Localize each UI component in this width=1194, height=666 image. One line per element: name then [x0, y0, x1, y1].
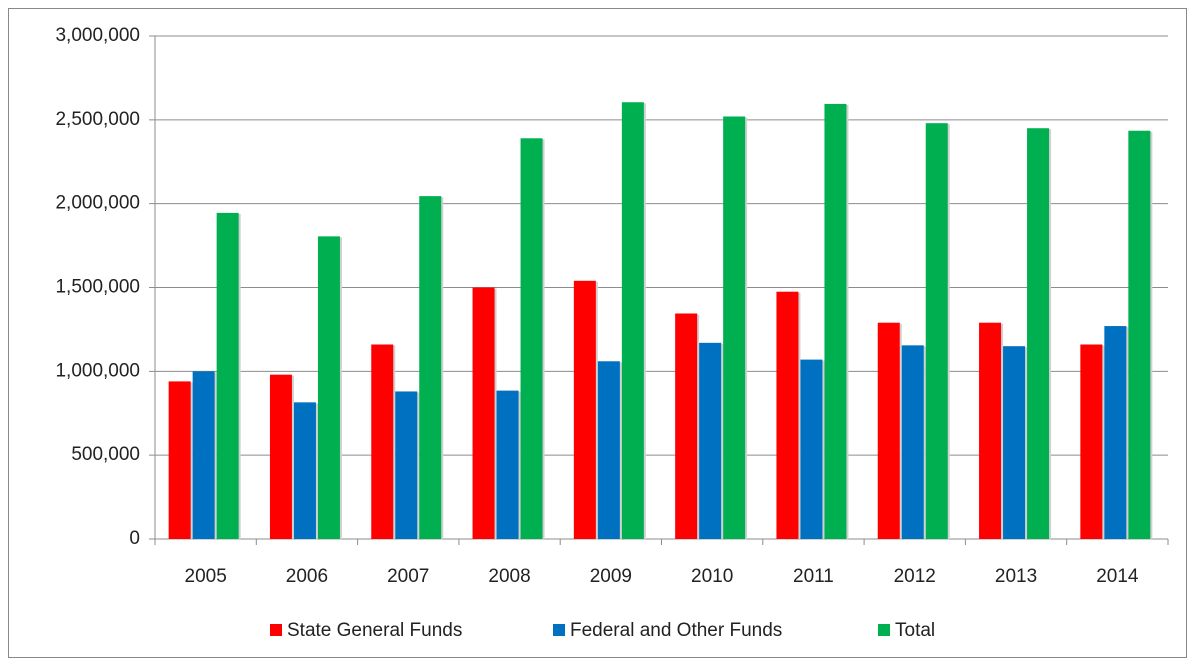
bar: [597, 361, 620, 539]
legend-swatch: [553, 624, 565, 636]
bar: [496, 390, 519, 539]
bar: [317, 236, 340, 539]
bar: [216, 212, 239, 539]
y-tick-label: 1,500,000: [55, 277, 140, 298]
x-tick-label: 2011: [793, 566, 834, 587]
y-tick-label: 2,500,000: [55, 109, 140, 130]
bar: [1003, 346, 1026, 539]
x-tick-label: 2007: [387, 566, 429, 587]
bar: [192, 371, 215, 539]
bar: [1027, 128, 1050, 539]
bar: [776, 291, 799, 539]
legend-swatch: [878, 624, 890, 636]
bar: [168, 381, 191, 539]
bar: [395, 391, 418, 539]
x-tick-label: 2012: [894, 566, 936, 587]
bar: [901, 345, 924, 539]
legend-label: Total: [895, 620, 935, 641]
bar: [800, 359, 823, 539]
bar: [472, 287, 495, 539]
x-tick-label: 2009: [590, 566, 632, 587]
y-tick-label: 0: [129, 528, 140, 549]
bar: [1080, 344, 1103, 539]
bar: [269, 374, 292, 539]
bar: [824, 103, 847, 539]
bar: [699, 342, 722, 539]
bar: [979, 322, 1002, 539]
y-tick-label: 500,000: [71, 444, 140, 465]
bar: [419, 196, 442, 539]
bar: [1104, 326, 1127, 539]
y-tick-label: 1,000,000: [55, 360, 140, 381]
x-tick-label: 2005: [185, 566, 227, 587]
bar: [675, 313, 698, 539]
legend-label: State General Funds: [287, 620, 462, 641]
x-tick-label: 2008: [488, 566, 530, 587]
bar: [293, 402, 316, 539]
bar: [520, 138, 543, 539]
y-tick-label: 3,000,000: [55, 25, 140, 46]
legend-label: Federal and Other Funds: [570, 620, 782, 641]
bar: [621, 102, 644, 539]
x-tick-label: 2013: [995, 566, 1037, 587]
bar: [723, 116, 746, 539]
bar: [1128, 130, 1151, 539]
bar: [925, 123, 948, 539]
x-tick-label: 2010: [691, 566, 733, 587]
legend-swatch: [270, 624, 282, 636]
x-tick-label: 2014: [1096, 566, 1139, 587]
bar: [877, 322, 900, 539]
x-tick-label: 2006: [286, 566, 328, 587]
bar: [371, 344, 394, 539]
y-tick-label: 2,000,000: [55, 193, 140, 214]
bar: [573, 280, 596, 539]
